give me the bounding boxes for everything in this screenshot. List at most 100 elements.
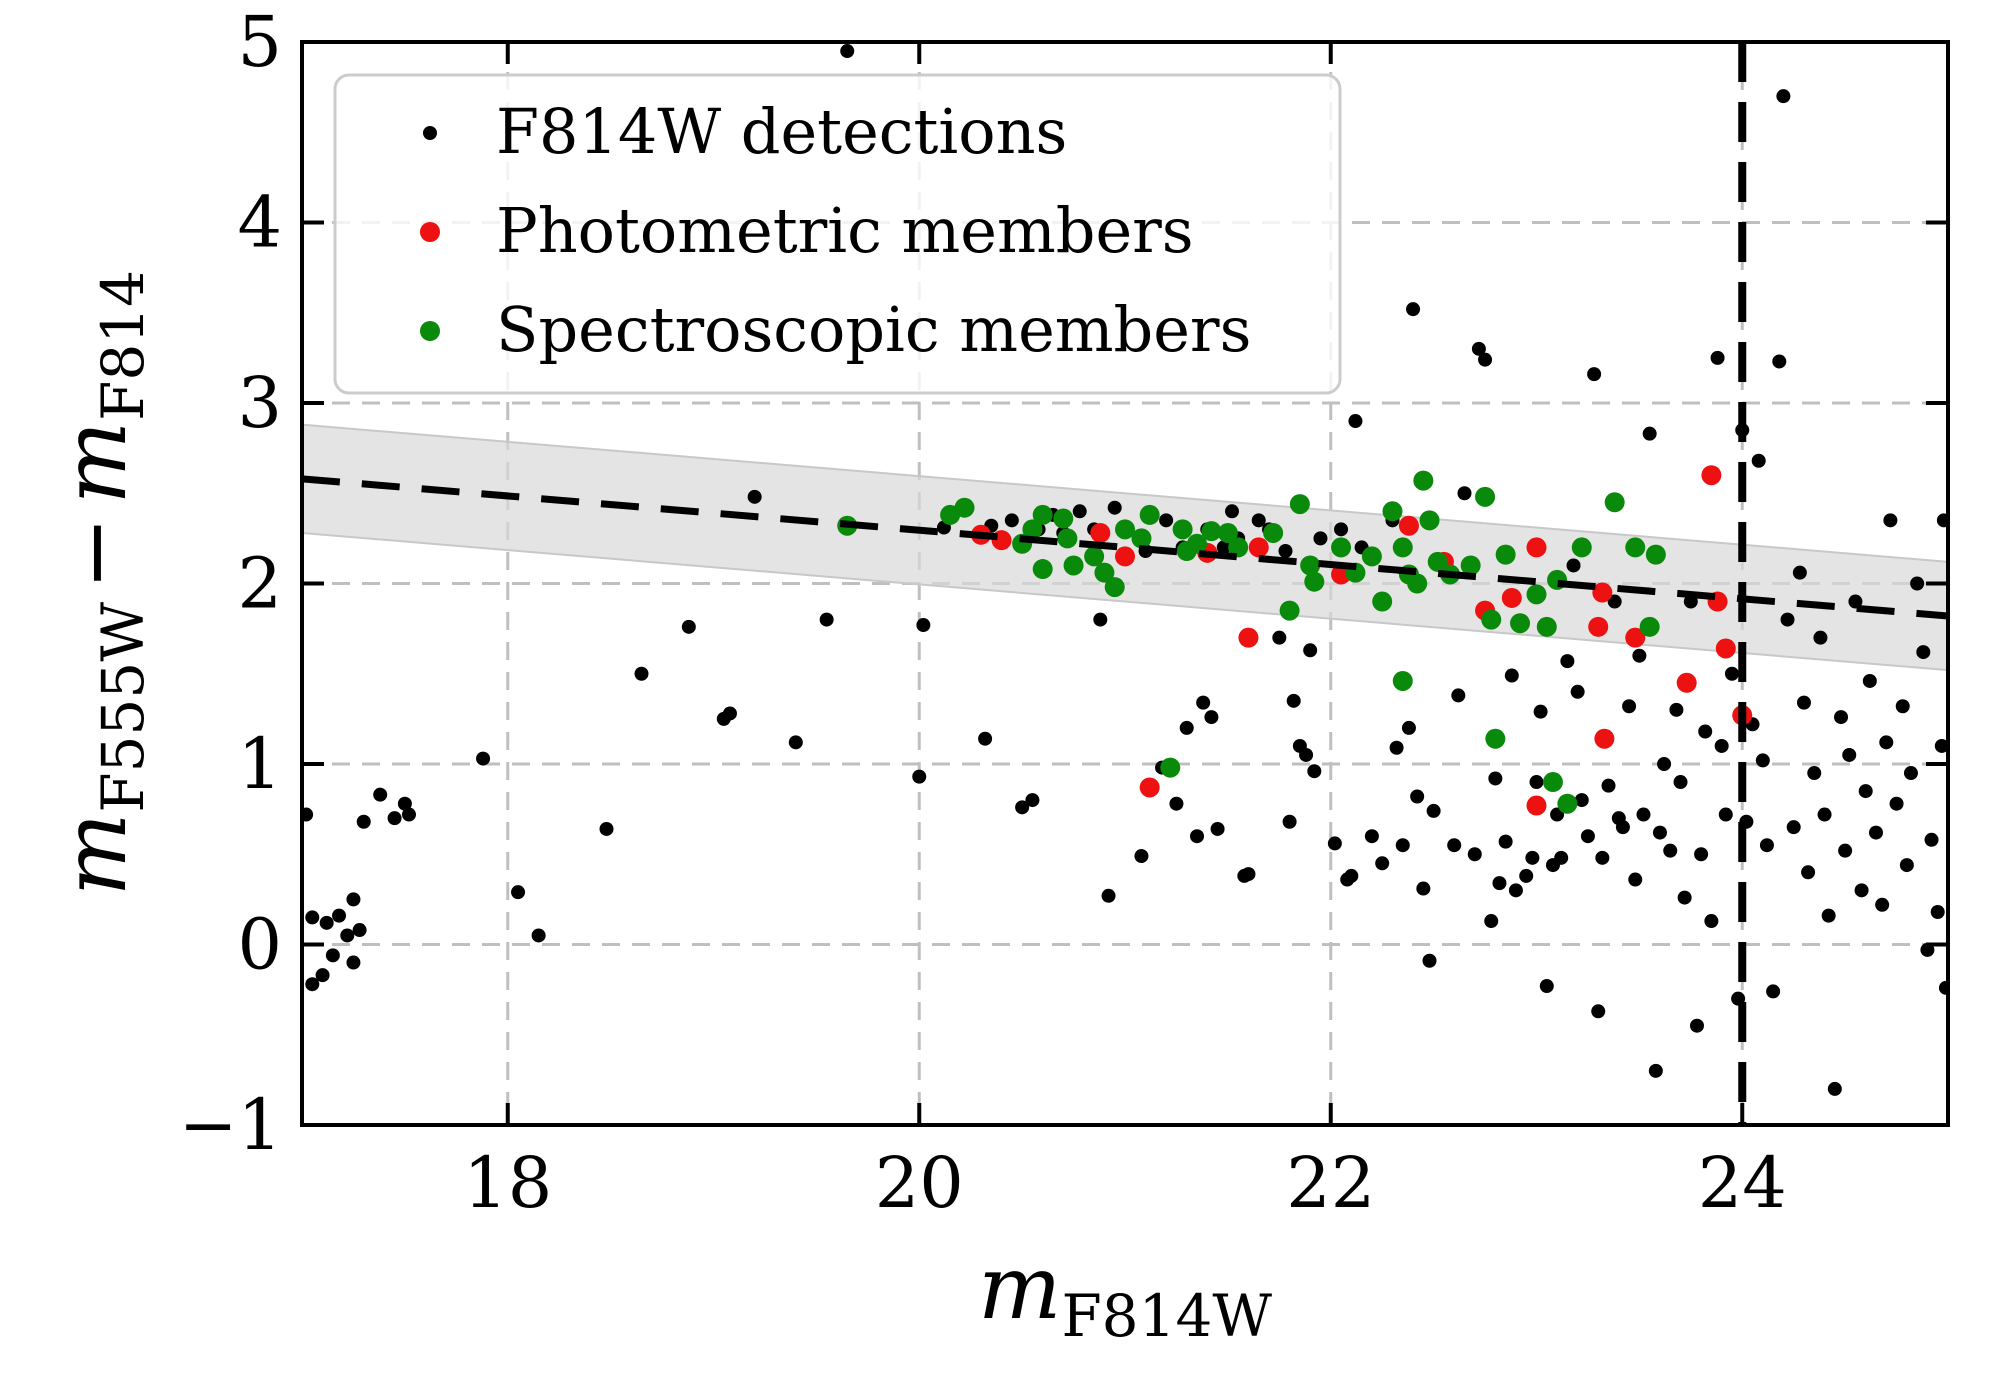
detection-point xyxy=(1554,850,1569,865)
detection-point xyxy=(1895,699,1910,714)
spectroscopic-member-point xyxy=(1022,519,1043,540)
x-tick-label: 20 xyxy=(875,1142,964,1224)
spectroscopic-member-point xyxy=(1419,510,1440,531)
x-tick-label: 22 xyxy=(1286,1142,1375,1224)
detection-point xyxy=(1930,905,1945,920)
detection-point xyxy=(1159,513,1174,528)
detection-point xyxy=(1492,876,1507,891)
spectroscopic-member-point xyxy=(1604,492,1625,513)
spectroscopic-member-point xyxy=(1032,559,1053,580)
detection-point xyxy=(1813,630,1828,645)
spectroscopic-member-point xyxy=(1279,600,1300,621)
spectroscopic-member-point xyxy=(1382,501,1403,522)
spectroscopic-member-point xyxy=(1032,504,1053,525)
detection-point xyxy=(1216,540,1231,555)
spectroscopic-member-point xyxy=(1495,544,1516,565)
detection-point xyxy=(1093,612,1108,627)
detection-point xyxy=(1821,908,1836,923)
photometric-member-point xyxy=(1526,795,1547,816)
y-tick-label: 0 xyxy=(237,904,282,986)
detection-point xyxy=(1875,897,1890,912)
detection-point xyxy=(722,706,737,721)
detection-point xyxy=(1389,740,1404,755)
spectroscopic-member-point xyxy=(1645,544,1666,565)
spectroscopic-member-point xyxy=(1139,504,1160,525)
spectroscopic-member-point xyxy=(1392,537,1413,558)
detection-point xyxy=(1657,757,1672,771)
detection-point xyxy=(1574,793,1589,808)
detection-point xyxy=(1179,720,1194,735)
x-axis-label: mF814W xyxy=(978,1236,1272,1350)
detection-point xyxy=(531,928,546,943)
detection-point xyxy=(1015,800,1030,815)
detection-point xyxy=(346,955,361,970)
photometric-member-point xyxy=(1398,515,1419,536)
photometric-member-point xyxy=(1592,582,1613,603)
detection-point xyxy=(1416,881,1431,896)
spectroscopic-member-point xyxy=(1407,573,1428,594)
spectroscopic-member-point xyxy=(1427,551,1448,572)
detection-point xyxy=(912,769,927,784)
photometric-member-point xyxy=(1715,638,1736,659)
detection-point xyxy=(916,618,931,633)
detection-point xyxy=(1025,793,1040,808)
detection-point xyxy=(1587,367,1602,382)
detection-point xyxy=(1776,89,1791,104)
detection-point xyxy=(1426,803,1441,818)
detection-point xyxy=(1282,814,1297,829)
detection-point xyxy=(1406,302,1421,317)
detection-point xyxy=(1348,414,1363,429)
photometric-member-point xyxy=(1248,537,1269,558)
detection-point xyxy=(599,821,614,836)
detection-point xyxy=(1508,883,1523,898)
detection-point xyxy=(1792,565,1807,580)
detection-point xyxy=(1938,980,1948,995)
detection-point xyxy=(1751,453,1766,468)
spectroscopic-member-point xyxy=(1057,528,1078,549)
detection-point xyxy=(1648,1063,1663,1078)
spectroscopic-member-point xyxy=(1115,519,1135,540)
detection-point xyxy=(1375,856,1390,871)
fit-line-layer xyxy=(302,42,1948,1125)
detection-point xyxy=(1842,747,1857,762)
detection-point xyxy=(1632,648,1647,663)
photometric-member-point xyxy=(1676,672,1697,693)
detection-point xyxy=(1484,914,1499,929)
spectroscopic-member-point xyxy=(1485,728,1506,749)
detection-point xyxy=(1478,352,1493,367)
detection-point xyxy=(315,968,330,983)
spectroscopic-member-point xyxy=(1289,494,1310,515)
detection-point xyxy=(1204,710,1219,725)
detection-point xyxy=(511,885,526,900)
y-tick-label: 3 xyxy=(237,362,282,444)
x-axis-label-base: m xyxy=(978,1236,1061,1339)
y-tick-label: 4 xyxy=(237,182,282,264)
spectroscopic-member-point xyxy=(1392,670,1413,691)
detection-point xyxy=(1663,843,1678,858)
detection-point xyxy=(1807,766,1822,781)
detection-point xyxy=(1916,645,1931,660)
detection-point xyxy=(1615,820,1630,835)
detection-point xyxy=(1714,738,1729,753)
detection-point xyxy=(1710,350,1725,365)
detection-point xyxy=(1570,684,1585,699)
spectroscopic-member-point xyxy=(1263,522,1284,543)
detection-point xyxy=(1101,888,1116,903)
detection-point xyxy=(1718,807,1733,822)
legend-marker-detections xyxy=(423,126,437,140)
detection-point xyxy=(1196,695,1211,710)
spectroscopic-member-point xyxy=(1639,616,1660,637)
spectroscopic-member-point xyxy=(1094,562,1115,583)
detection-point xyxy=(1422,953,1437,968)
spectroscopic-member-point xyxy=(1475,486,1496,507)
detection-point xyxy=(1889,796,1904,811)
photometric-member-point xyxy=(1701,465,1722,486)
detection-point xyxy=(1344,868,1359,883)
y-axis-label-base: m xyxy=(43,813,146,896)
y-axis-label-base2: m xyxy=(43,421,146,504)
detection-point xyxy=(1636,807,1651,822)
detection-point xyxy=(1755,753,1770,768)
detection-point xyxy=(340,928,355,943)
detection-point xyxy=(819,612,834,627)
x-tick-label: 18 xyxy=(463,1142,552,1224)
